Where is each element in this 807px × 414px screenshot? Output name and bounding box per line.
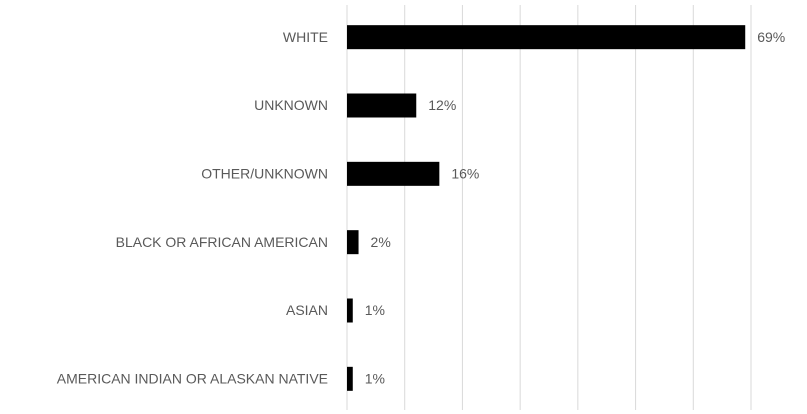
bar — [347, 366, 353, 391]
y-tick-label: AMERICAN INDIAN OR ALASKAN NATIVE — [57, 371, 328, 387]
data-label: 1% — [365, 371, 385, 387]
y-tick-label: ASIAN — [286, 302, 328, 318]
data-label: 12% — [428, 97, 456, 113]
y-tick-label: WHITE — [283, 29, 328, 45]
bar — [347, 25, 746, 50]
data-label: 16% — [451, 166, 479, 182]
data-label: 1% — [365, 302, 385, 318]
y-tick-label: OTHER/UNKNOWN — [201, 166, 328, 182]
bar — [347, 93, 417, 118]
y-tick-label: UNKNOWN — [254, 97, 328, 113]
y-tick-label: BLACK OR AFRICAN AMERICAN — [116, 234, 328, 250]
bar — [347, 230, 359, 255]
bar — [347, 161, 440, 186]
bar — [347, 298, 353, 323]
data-label: 69% — [757, 29, 785, 45]
data-label: 2% — [371, 234, 391, 250]
